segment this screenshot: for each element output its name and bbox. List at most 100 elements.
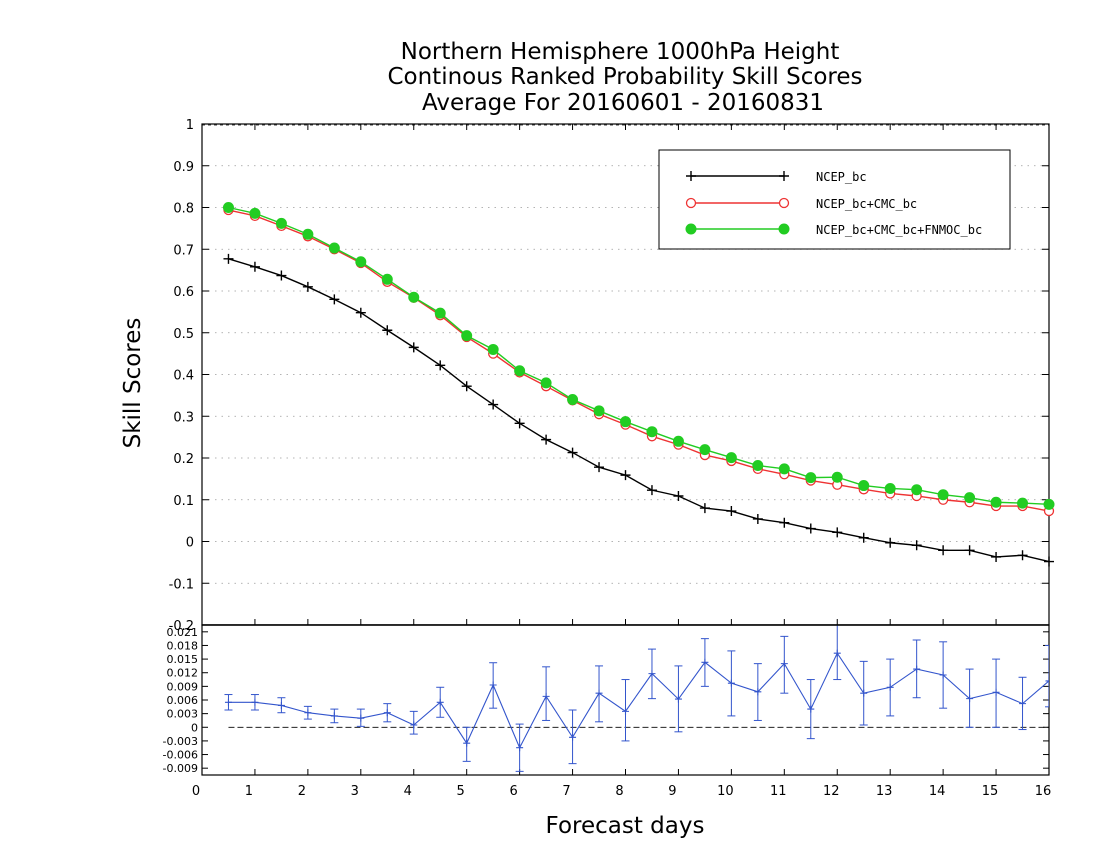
x-tick-label: 13 xyxy=(876,784,893,799)
chart-title: Northern Hemisphere 1000hPa Height Conti… xyxy=(387,39,862,116)
series-2-point xyxy=(672,435,684,447)
series-legend-1-point xyxy=(778,197,790,209)
series-2-point xyxy=(858,480,870,492)
x-tick-label: 9 xyxy=(668,784,676,799)
sub-y-tick-label: -0.006 xyxy=(163,749,198,762)
series-0-point xyxy=(567,447,578,458)
series-0-point xyxy=(938,545,949,556)
series-0-point xyxy=(435,360,446,371)
series-2-point xyxy=(911,484,923,496)
series-0-point xyxy=(514,418,525,429)
main-y-tick-label: 0.1 xyxy=(173,494,194,509)
series-2-point xyxy=(381,273,393,285)
difference-line xyxy=(228,652,1049,750)
title-line-2: Continous Ranked Probability Skill Score… xyxy=(387,64,862,90)
difference-point xyxy=(224,698,232,706)
series-2-point xyxy=(514,365,526,377)
series-0-point xyxy=(329,294,340,305)
sub-y-tick-label: 0.009 xyxy=(167,680,199,693)
main-y-tick-label: -0.1 xyxy=(169,577,194,592)
series-0-point xyxy=(832,527,843,538)
difference-point xyxy=(780,660,788,668)
series-0-point xyxy=(752,513,763,524)
difference-point xyxy=(569,733,577,741)
difference-point xyxy=(913,665,921,673)
series-0-point xyxy=(249,261,260,272)
series-2-point xyxy=(593,405,605,417)
main-y-tick-label: 1 xyxy=(186,118,194,133)
series-2-point xyxy=(408,291,420,303)
series-0-point xyxy=(779,517,790,528)
series-legend-1-point xyxy=(685,197,697,209)
series-0-point xyxy=(355,307,366,318)
series-2-point xyxy=(1043,498,1055,510)
series-2-point xyxy=(646,426,658,438)
sub-y-tick-label: 0.003 xyxy=(167,708,199,721)
series-2-point xyxy=(249,207,261,219)
series-2-point xyxy=(487,343,499,355)
difference-point xyxy=(754,688,762,696)
main-y-tick-label: 0.7 xyxy=(173,243,194,258)
sub-y-tick-label: 0.006 xyxy=(167,694,199,707)
x-tick-label: 5 xyxy=(457,784,465,799)
difference-point xyxy=(939,671,947,679)
series-legend-2-point xyxy=(778,223,790,235)
difference-point xyxy=(886,683,894,691)
difference-point xyxy=(330,712,338,720)
difference-point xyxy=(251,698,259,706)
series-2-point xyxy=(752,460,764,472)
difference-point xyxy=(992,688,1000,696)
series-0-point xyxy=(461,381,472,392)
series-0 xyxy=(223,253,1054,567)
series-0-point xyxy=(382,325,393,336)
main-y-tick-label: 0.5 xyxy=(173,327,194,342)
difference-point xyxy=(701,658,709,666)
difference-series xyxy=(224,625,1049,772)
main-y-tick-label: 0.9 xyxy=(173,160,194,175)
x-tick-label: 2 xyxy=(298,784,306,799)
series-2-point xyxy=(937,489,949,501)
difference-point xyxy=(436,698,444,706)
series-2-point xyxy=(620,416,631,428)
x-tick-label: 15 xyxy=(982,784,999,799)
difference-point xyxy=(410,721,418,729)
series-2-point xyxy=(461,330,473,342)
main-y-tick-label: 0.2 xyxy=(173,452,194,467)
series-0-point xyxy=(594,462,605,473)
series-2-point xyxy=(222,202,234,213)
difference-point xyxy=(489,681,497,689)
difference-point xyxy=(807,705,815,713)
difference-point xyxy=(860,689,868,697)
main-y-tick-label: -0.2 xyxy=(169,619,194,634)
difference-point xyxy=(1019,700,1027,708)
series-0-point xyxy=(646,485,657,496)
legend-label-2: NCEP_bc+CMC_bc+FNMOC_bc xyxy=(816,223,982,237)
series-0-point xyxy=(964,545,975,556)
series-2 xyxy=(222,202,1055,510)
sub-y-tick-label: 0.015 xyxy=(167,653,199,666)
series-2-point xyxy=(805,472,817,484)
x-tick-label: 3 xyxy=(351,784,359,799)
x-tick-label: 16 xyxy=(1035,784,1052,799)
series-2-point xyxy=(540,377,552,389)
series-2-point xyxy=(831,471,843,483)
x-tick-label: 0 xyxy=(192,784,200,799)
x-tick-label: 14 xyxy=(929,784,946,799)
difference-point xyxy=(1045,677,1049,685)
difference-point xyxy=(674,695,682,703)
main-y-tick-label: 0.6 xyxy=(173,285,194,300)
x-axis-label: Forecast days xyxy=(546,813,705,839)
x-tick-label: 4 xyxy=(404,784,412,799)
title-line-3: Average For 20160601 - 20160831 xyxy=(422,90,824,116)
x-tick-label: 12 xyxy=(823,784,840,799)
series-2-point xyxy=(434,307,446,319)
series-0-point xyxy=(276,270,287,281)
series-2-point xyxy=(328,242,340,254)
main-y-tick-label: 0 xyxy=(186,536,194,551)
difference-point xyxy=(966,695,974,703)
sub-y-tick-label: 0 xyxy=(191,721,198,734)
main-y-tick-label: 0.4 xyxy=(173,369,194,384)
legend-label-0: NCEP_bc xyxy=(816,170,867,184)
series-0-point xyxy=(858,532,869,543)
